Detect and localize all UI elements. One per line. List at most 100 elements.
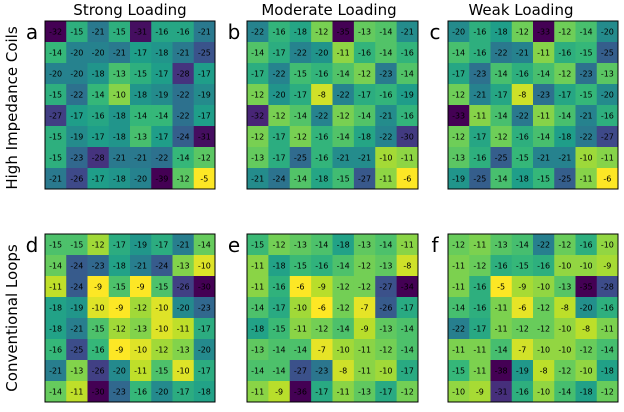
heatmap-cell-label: -14 xyxy=(495,346,508,355)
row-label-high-impedance: High Impedance Coils xyxy=(3,26,21,189)
heatmap-cell xyxy=(66,21,88,43)
heatmap-cell xyxy=(596,84,619,106)
heatmap-cell xyxy=(151,126,173,148)
heatmap-cell xyxy=(596,147,619,169)
heatmap-cell xyxy=(130,255,152,277)
panel-letter: e xyxy=(228,233,240,257)
heatmap-cell-label: -18 xyxy=(358,133,371,142)
heatmap-cell-label: -35 xyxy=(337,28,350,37)
heatmap-cell-label: -9 xyxy=(115,304,123,313)
heatmap-cell-label: -8 xyxy=(318,91,326,100)
heatmap-cell-label: -20 xyxy=(273,91,286,100)
heatmap-cell xyxy=(45,318,67,340)
heatmap-cell-label: -17 xyxy=(198,367,211,376)
heatmap-cell xyxy=(289,234,312,256)
heatmap-cell-label: -10 xyxy=(379,367,392,376)
heatmap-cell-label: -19 xyxy=(198,91,211,100)
heatmap-cell xyxy=(311,84,333,106)
heatmap-cell-label: -12 xyxy=(358,262,371,271)
heatmap-cell-label: -15 xyxy=(49,91,62,100)
heatmap-cell-label: -12 xyxy=(558,367,571,376)
heatmap-cell xyxy=(554,276,576,298)
heatmap-cell-label: -12 xyxy=(516,325,529,334)
heatmap-cell-label: -18 xyxy=(294,28,307,37)
heatmap-cell-label: -15 xyxy=(49,133,62,142)
heatmap-cell-label: -13 xyxy=(358,28,371,37)
heatmap-cell-label: -10 xyxy=(580,367,593,376)
heatmap-cell-label: -15 xyxy=(580,49,593,58)
heatmap-cell-label: -30 xyxy=(401,133,414,142)
heatmap-cell xyxy=(575,42,598,64)
heatmap-cell xyxy=(247,276,269,298)
heatmap-cell xyxy=(469,84,491,106)
heatmap-cell xyxy=(490,234,513,256)
heatmap-cell xyxy=(448,84,470,106)
heatmap-cell-label: -18 xyxy=(49,325,62,334)
heatmap-cell-label: -14 xyxy=(401,325,414,334)
heatmap-cell xyxy=(87,42,110,64)
heatmap-cell xyxy=(375,339,398,361)
heatmap-cell xyxy=(247,255,269,277)
heatmap-cell xyxy=(511,339,534,361)
heatmap-cell xyxy=(87,84,110,106)
heatmap-cell xyxy=(87,105,110,127)
heatmap-cell-label: -16 xyxy=(273,28,286,37)
heatmap-cell-label: -16 xyxy=(315,262,328,271)
heatmap-cell-label: -13 xyxy=(177,262,190,271)
heatmap-cell-label: -17 xyxy=(473,133,486,142)
heatmap-cell-label: -17 xyxy=(294,91,307,100)
heatmap-cell xyxy=(511,381,534,403)
heatmap-cell-label: -14 xyxy=(379,241,392,250)
heatmap-cell-label: -12 xyxy=(601,388,614,397)
heatmap-cell-label: -10 xyxy=(537,346,550,355)
heatmap-cell xyxy=(289,255,312,277)
heatmap-cell-label: -6 xyxy=(296,283,304,292)
heatmap-panel-e: -15 -12 -13 -14 -18 -13 -14 -11-11 -18 -15 -16 -14-… xyxy=(228,233,419,403)
heatmap-cell-label: -22 xyxy=(294,49,307,58)
heatmap-cell xyxy=(130,297,152,319)
heatmap-cell xyxy=(268,255,291,277)
heatmap-cell xyxy=(511,255,534,277)
heatmap-cell xyxy=(353,297,376,319)
heatmap-cell-label: -14 xyxy=(337,133,350,142)
heatmap-cell xyxy=(375,255,398,277)
heatmap-cell xyxy=(469,318,491,340)
heatmap-cell-label: -19 xyxy=(70,304,83,313)
heatmap-cell-label: -11 xyxy=(473,367,486,376)
heatmap-cell-label: -10 xyxy=(92,304,105,313)
heatmap-cell xyxy=(193,360,216,382)
heatmap-cell xyxy=(533,255,555,277)
heatmap-cell xyxy=(87,339,110,361)
heatmap-cell-label: -16 xyxy=(495,262,508,271)
heatmap-cell xyxy=(151,360,173,382)
heatmap-cell-label: -11 xyxy=(473,112,486,121)
heatmap-cell xyxy=(172,105,195,127)
heatmap-cell xyxy=(247,147,269,169)
heatmap-cell xyxy=(469,21,491,43)
heatmap-cell xyxy=(311,21,333,43)
heatmap-cell-label: -18 xyxy=(113,112,126,121)
heatmap-cell-label: -14 xyxy=(495,175,508,184)
heatmap-cell xyxy=(193,168,216,190)
heatmap-cell-label: -16 xyxy=(358,49,371,58)
heatmap-cell xyxy=(375,360,398,382)
heatmap-cell-label: -13 xyxy=(379,325,392,334)
heatmap-cell xyxy=(311,105,333,127)
heatmap-cell xyxy=(448,63,470,85)
heatmap-cell xyxy=(490,381,513,403)
heatmap-cell xyxy=(66,168,88,190)
heatmap-cell xyxy=(130,147,152,169)
heatmap-cell-label: -11 xyxy=(251,388,264,397)
heatmap-cell-label: -22 xyxy=(580,133,593,142)
heatmap-cell-label: -26 xyxy=(177,283,190,292)
heatmap-cell xyxy=(193,276,216,298)
heatmap-cell xyxy=(108,339,131,361)
heatmap-cell-label: -11 xyxy=(495,304,508,313)
heatmap-cell-label: -17 xyxy=(558,91,571,100)
heatmap-cell-label: -12 xyxy=(273,241,286,250)
heatmap-cell xyxy=(469,297,491,319)
heatmap-cell xyxy=(575,234,598,256)
heatmap-cell xyxy=(396,42,419,64)
